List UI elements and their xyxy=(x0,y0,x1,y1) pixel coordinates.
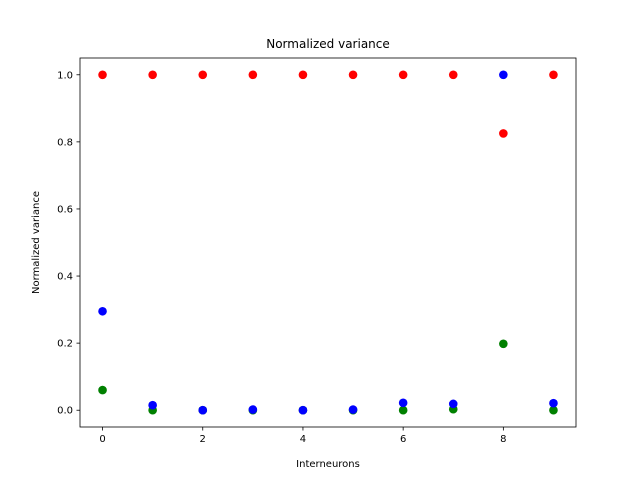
data-point xyxy=(398,405,408,415)
x-tick-label: 4 xyxy=(300,434,306,445)
data-point xyxy=(499,339,508,349)
y-tick-label: 0.0 xyxy=(57,406,73,417)
data-points xyxy=(98,70,558,415)
data-point xyxy=(248,70,258,80)
data-point xyxy=(348,405,358,414)
plot-area xyxy=(80,58,576,427)
data-point xyxy=(198,70,208,80)
data-point xyxy=(448,70,458,80)
data-point xyxy=(448,399,458,409)
x-tick-label: 6 xyxy=(400,434,406,445)
x-tick-label: 0 xyxy=(99,434,105,445)
y-tick-label: 0.6 xyxy=(57,204,73,215)
data-point xyxy=(98,306,107,316)
data-point xyxy=(549,398,558,408)
axis-ticks: 0 2 4 6 8 0.0 0.2 0.4 0.6 0.8 1.0 xyxy=(57,70,506,445)
y-tick-label: 0.4 xyxy=(57,272,73,283)
chart-title: Normalized variance xyxy=(266,37,390,51)
data-point xyxy=(499,70,508,80)
data-point xyxy=(499,129,508,138)
data-point xyxy=(298,405,308,415)
x-tick-label: 8 xyxy=(500,434,506,445)
data-point xyxy=(148,70,157,80)
y-axis-label: Normalized variance xyxy=(31,191,42,294)
data-point xyxy=(549,405,558,415)
data-point xyxy=(398,398,408,408)
data-point xyxy=(98,70,107,80)
data-point xyxy=(298,70,308,80)
x-tick-label: 2 xyxy=(200,434,206,445)
y-tick-label: 1.0 xyxy=(57,70,73,81)
data-point xyxy=(198,405,208,415)
data-point xyxy=(98,385,107,395)
data-point xyxy=(549,70,558,80)
data-point xyxy=(148,400,157,410)
data-point xyxy=(248,405,258,414)
y-tick-label: 0.2 xyxy=(57,339,73,350)
plot-frame xyxy=(79,57,577,428)
x-axis-label: Interneurons xyxy=(296,459,360,470)
data-point xyxy=(348,70,358,80)
y-tick-label: 0.8 xyxy=(57,137,73,148)
data-point xyxy=(398,70,408,80)
